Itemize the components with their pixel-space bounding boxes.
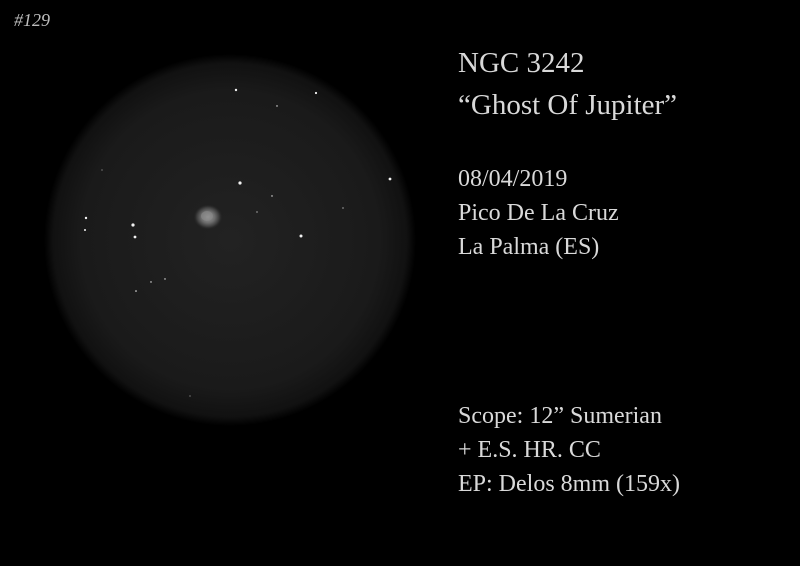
star [276,105,278,107]
star [131,223,135,227]
eyepiece-label: EP: Delos 8mm (159x) [458,471,680,497]
observation-location: La Palma (ES) [458,234,600,260]
eyepiece-field-of-view [40,50,420,430]
star [164,278,166,280]
scope-label: Scope: 12” Sumerian [458,403,662,429]
star [135,290,137,292]
star [84,229,86,231]
star [101,169,103,171]
eyepiece-field-sketch [44,54,416,426]
observation-site: Pico De La Cruz [458,200,619,226]
star [84,216,88,220]
star [271,195,273,197]
star [238,181,242,185]
object-name: NGC 3242 [458,47,585,79]
star [256,211,258,213]
equipment-block: Scope: 12” Sumerian + E.S. HR. CC EP: De… [458,399,680,501]
star [299,234,303,238]
observation-block: 08/04/2019 Pico De La Cruz La Palma (ES) [458,162,619,264]
accessory-label: + E.S. HR. CC [458,437,601,463]
observation-date: 08/04/2019 [458,166,568,192]
field-disc [44,54,416,426]
star [234,88,238,92]
star [189,395,191,397]
star [314,91,318,95]
star [133,235,137,239]
star [388,177,392,181]
title-block: NGC 3242 “Ghost Of Jupiter” [458,42,677,126]
nebula-core [201,211,213,221]
object-nickname: “Ghost Of Jupiter” [458,89,678,121]
star [150,281,152,283]
sketch-number: #129 [14,10,50,30]
star [342,207,344,209]
